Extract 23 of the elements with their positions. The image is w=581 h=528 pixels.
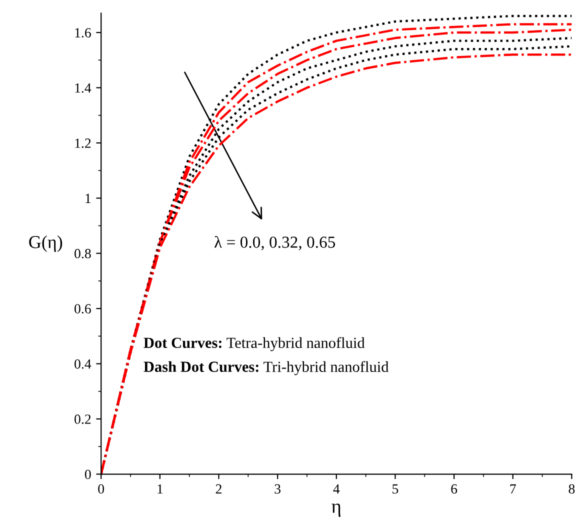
x-tick-label: 1 (158, 484, 163, 494)
annotation: λ = 0.0, 0.32, 0.65 (214, 236, 336, 250)
y-tick-label: 0.6 (74, 304, 91, 314)
annotation: Dash Dot Curves: Tri-hybrid nanofluid (144, 361, 389, 376)
x-tick-label: 7 (510, 484, 516, 494)
x-tick-label: 6 (451, 484, 458, 494)
x-tick-label: 5 (392, 484, 398, 494)
y-tick-label: 0.4 (74, 359, 92, 369)
x-tick-label: 4 (333, 484, 340, 494)
y-tick-label: 1.6 (75, 28, 91, 38)
y-tick-label: 1 (86, 194, 91, 203)
annotation: Dot Curves: Tetra-hybrid nanofluid (144, 337, 365, 352)
x-tick-label: 3 (274, 484, 280, 494)
x-axis-title: η (332, 504, 340, 517)
x-tick-label: 8 (568, 484, 575, 494)
x-tick-label: 0 (98, 484, 104, 494)
y-axis-title: G(η) (29, 235, 62, 252)
y-tick-label: 0.2 (74, 414, 91, 424)
y-tick-label: 1.4 (75, 83, 92, 93)
y-tick-label: 0 (84, 470, 91, 480)
x-tick-label: 2 (216, 484, 222, 494)
y-tick-label: 0.8 (74, 248, 91, 258)
y-tick-label: 1.2 (75, 138, 91, 148)
